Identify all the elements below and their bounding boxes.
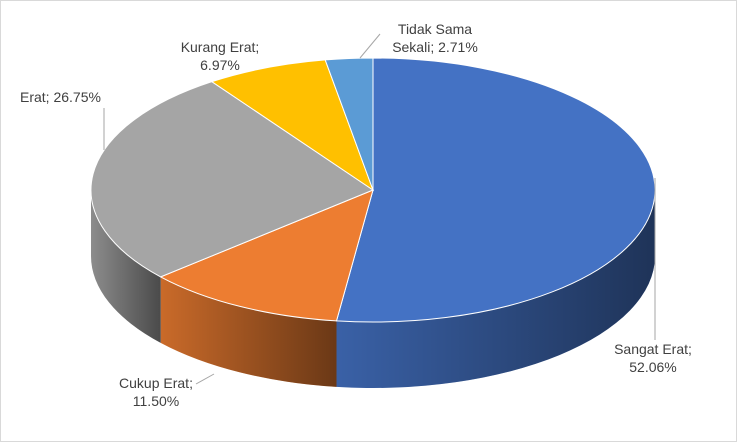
data-label: Erat; 26.75% (20, 89, 101, 105)
data-label: Tidak Sama Sekali; 2.71% (392, 21, 478, 55)
data-label: Sangat Erat; 52.06% (614, 341, 692, 375)
leader-line (359, 33, 381, 59)
slice-side-shade (336, 190, 655, 388)
slice (159, 189, 374, 322)
leader-line (195, 373, 215, 385)
slice-side-shade (91, 190, 161, 343)
slice (90, 81, 375, 278)
slice (324, 57, 374, 191)
data-label: Kurang Erat; 6.97% (180, 39, 260, 73)
leader-lines (103, 33, 656, 385)
pie-tops (90, 57, 656, 323)
slice-side-shade (160, 276, 337, 387)
data-label: Cukup Erat; 11.50% (119, 375, 193, 409)
pie-sides (91, 190, 655, 388)
slice (210, 59, 375, 192)
slice (335, 57, 656, 323)
